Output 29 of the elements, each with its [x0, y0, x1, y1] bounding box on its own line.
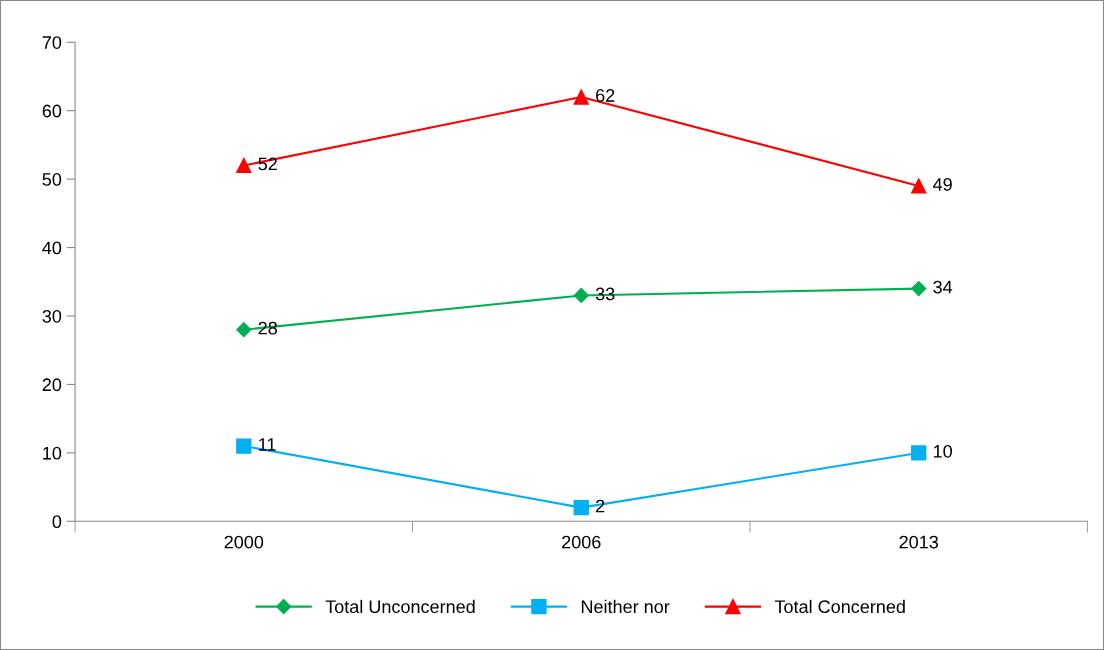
y-tick-label: 0: [52, 515, 62, 529]
data-label: 10: [933, 444, 952, 458]
point: [236, 322, 252, 338]
y-tick-label: 60: [42, 104, 62, 118]
y-tick-label: 30: [42, 309, 62, 323]
y-tick-label: 20: [42, 378, 62, 392]
data-label: 34: [933, 280, 953, 294]
y-tick-label: 50: [42, 173, 62, 186]
legend-label: Neither nor: [581, 599, 670, 614]
point: [911, 445, 927, 461]
point: [573, 89, 589, 105]
x-tick-label: 2013: [899, 535, 938, 549]
point: [573, 287, 589, 304]
point: [573, 499, 589, 516]
data-label: 49: [933, 178, 952, 191]
legend-label: Total Concerned: [774, 599, 905, 614]
y-tick-label: 40: [42, 241, 62, 255]
point: [911, 281, 927, 297]
data-label: 11: [259, 438, 276, 451]
x-tick-label: 2000: [224, 535, 264, 549]
y-tick-label: 70: [42, 36, 62, 49]
x-tick-label: 2006: [562, 535, 601, 549]
data-label: 62: [596, 89, 615, 102]
data-label: 52: [258, 157, 277, 171]
legend-label: Total Unconcerned: [325, 599, 475, 614]
y-tick-label: 10: [43, 446, 62, 460]
point: [236, 438, 252, 454]
point: [236, 157, 252, 174]
point: [911, 178, 927, 194]
